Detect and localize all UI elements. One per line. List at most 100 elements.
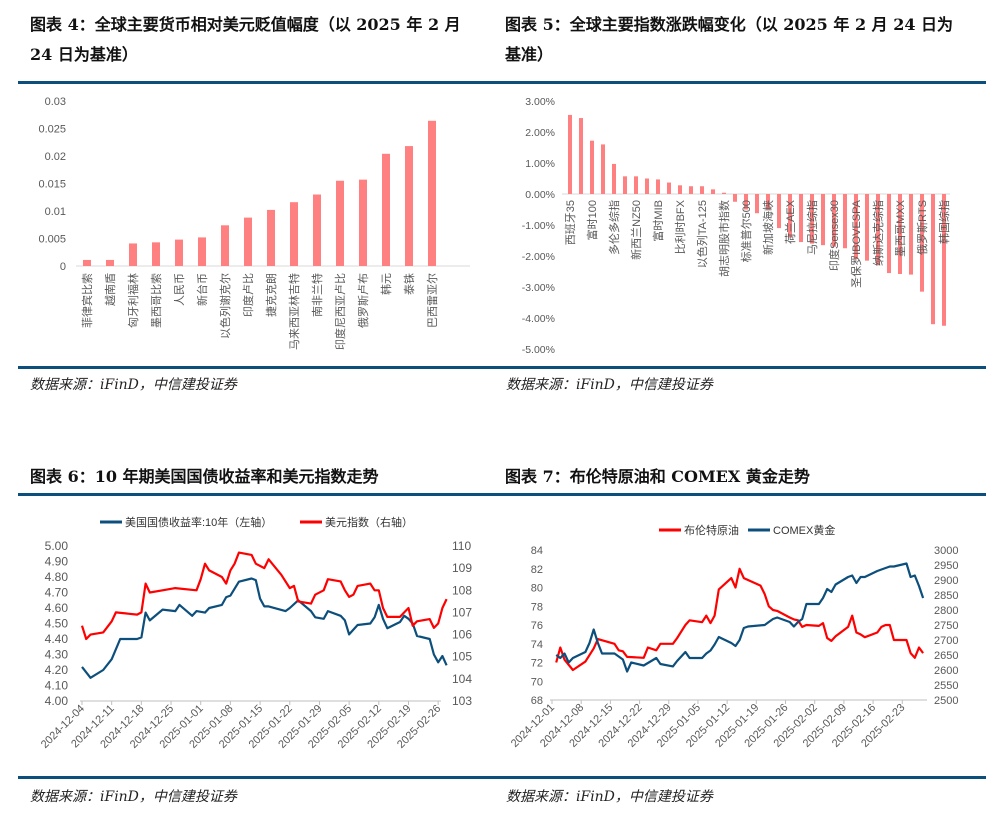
y-left-tick-label: 4.60 (45, 601, 69, 615)
bar (766, 194, 770, 210)
bar (733, 194, 737, 202)
bar (711, 189, 715, 194)
y-right-tick-label: 105 (452, 650, 472, 664)
y-right-tick-label: 2850 (934, 590, 958, 602)
x-tick-label: 以色列TA-125 (695, 200, 709, 268)
y-left-tick-label: 4.50 (45, 617, 69, 631)
x-tick-label: 菲律宾比索 (80, 273, 94, 328)
y-right-tick-label: 108 (452, 583, 472, 597)
y-tick-label: -3.00% (522, 282, 555, 294)
x-tick-label: 马尼拉综指 (805, 200, 819, 255)
bar (634, 176, 638, 194)
bar (810, 194, 814, 244)
x-tick-label: 比利时BFX (674, 199, 687, 254)
y-tick-label: -1.00% (522, 220, 555, 232)
y-tick-label: 1.00% (525, 158, 555, 170)
y-tick-label: -4.00% (522, 313, 555, 325)
x-tick-label: 富时100 (585, 200, 599, 240)
y-tick-label: -2.00% (522, 251, 555, 263)
y-tick-label: 0.01 (45, 206, 66, 218)
bar (290, 202, 298, 266)
legend-label: 布伦特原油 (684, 523, 739, 537)
y-right-tick-label: 3000 (934, 545, 958, 557)
bar (909, 194, 913, 275)
x-tick-label: 韩元 (379, 273, 393, 295)
bar (267, 209, 275, 266)
y-left-tick-label: 72 (531, 658, 543, 670)
bar (198, 237, 206, 266)
y-right-tick-label: 109 (452, 561, 472, 575)
x-tick-label: 南非兰特 (310, 273, 324, 317)
bar (590, 140, 594, 194)
y-left-tick-label: 68 (531, 695, 543, 707)
legend-label: 美国国债收益率:10年（左轴） (125, 515, 272, 529)
bar (221, 225, 229, 266)
y-tick-label: -5.00% (522, 344, 555, 356)
bar (244, 217, 252, 266)
bar (106, 259, 114, 266)
series-line-1 (80, 551, 448, 641)
y-left-tick-label: 4.00 (45, 694, 69, 708)
divider-top (18, 81, 986, 84)
bar (405, 146, 413, 266)
y-tick-label: 0.02 (45, 151, 66, 163)
figure-6-title: 图表 6：10 年期美国国债收益率和美元指数走势 (30, 467, 379, 486)
y-tick-label: 0 (60, 261, 66, 273)
bar (568, 114, 572, 194)
y-tick-label: 0.00% (525, 189, 555, 201)
bar (942, 194, 946, 326)
legend-label: COMEX黄金 (773, 523, 835, 537)
y-left-tick-label: 74 (531, 639, 543, 651)
bar (755, 194, 759, 214)
x-tick-label: 新西兰NZ50 (629, 200, 643, 260)
x-tick-label: 捷克克朗 (264, 273, 278, 317)
bar (700, 186, 704, 194)
figure-6-source: 数据来源：iFinD，中信建投证券 (30, 789, 237, 805)
bar (799, 194, 803, 243)
x-tick-label: 荷兰AEX (784, 199, 797, 244)
x-tick-label: 巴西雷亚尔 (426, 273, 439, 328)
x-tick-label: 西班牙35 (564, 200, 577, 245)
y-left-tick-label: 78 (531, 601, 543, 613)
x-tick-label: 圣保罗IBOVESPA (849, 199, 863, 287)
y-tick-label: 2.00% (525, 127, 555, 139)
y-right-tick-label: 2500 (934, 695, 958, 707)
y-left-tick-label: 4.90 (45, 555, 69, 569)
bar (623, 176, 627, 194)
bar (612, 163, 616, 194)
y-left-tick-label: 4.10 (45, 679, 69, 693)
bar (336, 180, 344, 266)
bar (898, 194, 902, 274)
figure-4-source: 数据来源：iFinD，中信建投证券 (30, 377, 237, 393)
bar (865, 194, 869, 261)
x-tick-label: 富时MIB (651, 200, 665, 242)
bar (931, 194, 935, 325)
x-tick-label: 匈牙利福林 (126, 273, 140, 328)
bar (667, 182, 671, 194)
bar (428, 120, 436, 266)
y-tick-label: 0.03 (45, 96, 66, 108)
y-right-tick-label: 2750 (934, 620, 958, 632)
x-tick-label: 人民币 (173, 273, 186, 306)
bar (382, 153, 390, 266)
x-tick-label: 越南盾 (103, 273, 117, 306)
y-left-tick-label: 4.20 (45, 663, 69, 677)
bar (678, 185, 682, 194)
x-tick-label: 泰铢 (402, 273, 416, 295)
y-right-tick-label: 104 (452, 672, 472, 686)
x-tick-label: 墨西哥MXX (894, 199, 907, 256)
y-left-tick-label: 84 (531, 545, 543, 557)
y-left-tick-label: 5.00 (45, 539, 69, 553)
bar (876, 194, 880, 266)
x-tick-label: 印度卢比 (241, 273, 255, 317)
bar (744, 194, 748, 210)
bar (788, 194, 792, 238)
series-line-0 (555, 567, 924, 672)
bar (579, 118, 583, 194)
x-tick-label: 墨西哥比索 (149, 273, 163, 328)
bar (129, 243, 137, 266)
x-tick-label: 印度Sensex30 (827, 200, 841, 271)
x-tick-label: 标准普尔500 (739, 200, 753, 262)
bar (152, 242, 160, 266)
x-tick-label: 多伦多综指 (607, 200, 621, 255)
